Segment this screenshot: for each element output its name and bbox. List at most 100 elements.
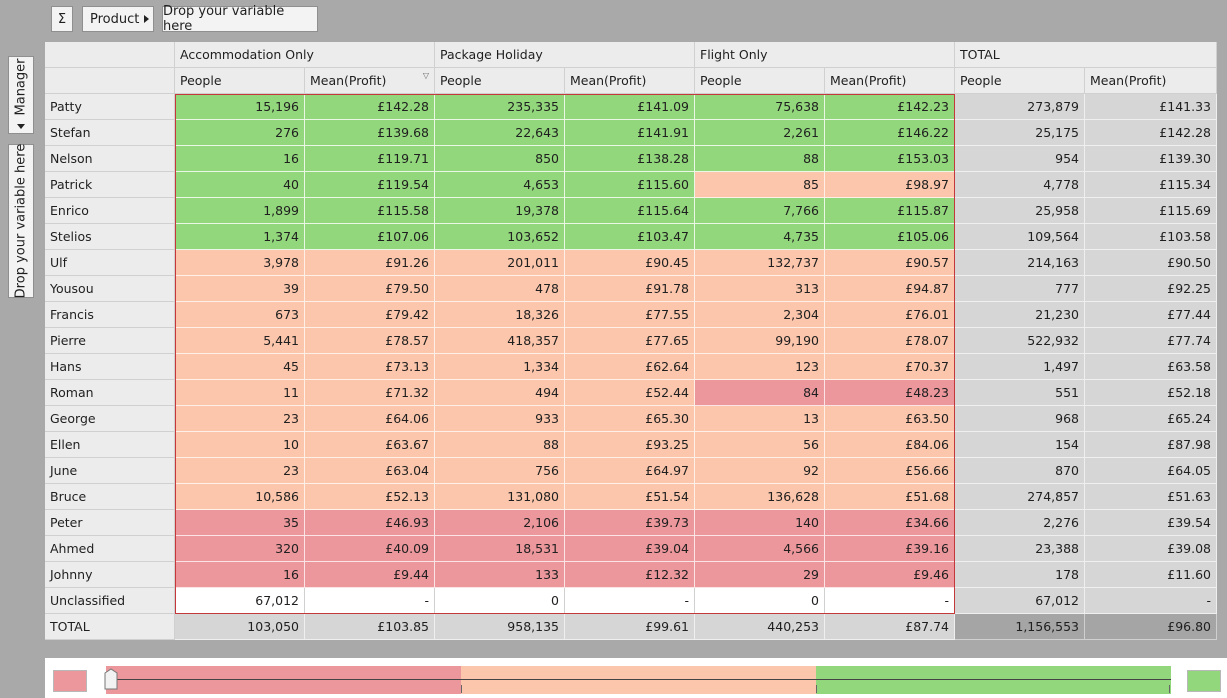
sort-icon[interactable]: ▽ <box>422 71 429 80</box>
row-header[interactable]: Nelson <box>45 146 175 172</box>
data-cell: 1,374 <box>175 224 305 250</box>
column-drop-zone[interactable]: Drop your variable here <box>162 4 318 34</box>
data-cell: 18,326 <box>435 302 565 328</box>
data-cell: £62.64 <box>565 354 695 380</box>
data-cell: £39.54 <box>1085 510 1217 536</box>
row-header[interactable]: Francis <box>45 302 175 328</box>
row-header[interactable]: Ulf <box>45 250 175 276</box>
row-header[interactable]: Ellen <box>45 432 175 458</box>
row-header[interactable]: Pierre <box>45 328 175 354</box>
data-cell: £64.05 <box>1085 458 1217 484</box>
data-cell: 40 <box>175 172 305 198</box>
row-header[interactable]: Stelios <box>45 224 175 250</box>
data-cell: £63.58 <box>1085 354 1217 380</box>
data-cell: £141.33 <box>1085 94 1217 120</box>
data-cell: 274,857 <box>955 484 1085 510</box>
data-cell: £115.64 <box>565 198 695 224</box>
data-cell: 136,628 <box>695 484 825 510</box>
data-cell: 968 <box>955 406 1085 432</box>
row-header[interactable]: Patty <box>45 94 175 120</box>
data-cell: £79.50 <box>305 276 435 302</box>
mean-profit-column-header[interactable]: Mean(Profit) <box>565 68 695 94</box>
data-cell: - <box>565 588 695 614</box>
data-cell: 5,441 <box>175 328 305 354</box>
row-header[interactable]: Yousou <box>45 276 175 302</box>
data-cell: £52.18 <box>1085 380 1217 406</box>
mean-profit-column-header[interactable]: Mean(Profit) <box>825 68 955 94</box>
row-drop-zone[interactable]: Drop your variable here <box>8 144 34 298</box>
data-cell: £96.80 <box>1085 614 1217 640</box>
mid-range-segment <box>461 666 816 694</box>
column-group-header[interactable]: Package Holiday <box>435 42 695 68</box>
manager-variable-button[interactable]: Manager <box>8 56 34 134</box>
row-header[interactable]: George <box>45 406 175 432</box>
slider-tick <box>1169 685 1170 693</box>
data-cell: 103,652 <box>435 224 565 250</box>
data-cell: £78.07 <box>825 328 955 354</box>
row-header[interactable]: Peter <box>45 510 175 536</box>
low-color-swatch[interactable] <box>53 670 87 692</box>
data-cell: £63.67 <box>305 432 435 458</box>
data-cell: 23,388 <box>955 536 1085 562</box>
people-column-header[interactable]: People <box>435 68 565 94</box>
data-cell: £12.32 <box>565 562 695 588</box>
data-cell: 2,261 <box>695 120 825 146</box>
data-cell: 67,012 <box>955 588 1085 614</box>
data-cell: £11.60 <box>1085 562 1217 588</box>
row-header[interactable]: Johnny <box>45 562 175 588</box>
row-header[interactable]: Hans <box>45 354 175 380</box>
mean-profit-column-header[interactable]: Mean(Profit) <box>1085 68 1217 94</box>
row-header[interactable]: Unclassified <box>45 588 175 614</box>
row-header[interactable]: June <box>45 458 175 484</box>
mean-profit-column-header[interactable]: Mean(Profit) ▽ <box>305 68 435 94</box>
slider-tick <box>461 685 462 693</box>
row-header[interactable]: Stefan <box>45 120 175 146</box>
people-column-header[interactable]: People <box>955 68 1085 94</box>
data-cell: 320 <box>175 536 305 562</box>
color-scale-legend <box>45 658 1227 698</box>
people-column-header[interactable]: People <box>695 68 825 94</box>
data-cell: £105.06 <box>825 224 955 250</box>
data-cell: £115.58 <box>305 198 435 224</box>
sigma-button[interactable]: Σ <box>51 6 73 32</box>
data-cell: £91.26 <box>305 250 435 276</box>
data-cell: £40.09 <box>305 536 435 562</box>
data-cell: £84.06 <box>825 432 955 458</box>
product-variable-button[interactable]: Product <box>82 6 154 32</box>
data-cell: 11 <box>175 380 305 406</box>
column-group-header[interactable]: Flight Only <box>695 42 955 68</box>
high-color-swatch[interactable] <box>1187 670 1221 692</box>
data-cell: 16 <box>175 146 305 172</box>
data-cell: 23 <box>175 458 305 484</box>
row-header[interactable]: Patrick <box>45 172 175 198</box>
data-cell: £48.23 <box>825 380 955 406</box>
data-cell: £77.44 <box>1085 302 1217 328</box>
data-cell: £52.44 <box>565 380 695 406</box>
data-cell: £65.30 <box>565 406 695 432</box>
data-cell: £73.13 <box>305 354 435 380</box>
data-cell: £115.87 <box>825 198 955 224</box>
slider-tick <box>816 685 817 693</box>
row-header[interactable]: Enrico <box>45 198 175 224</box>
data-cell: 109,564 <box>955 224 1085 250</box>
data-cell: 56 <box>695 432 825 458</box>
product-label: Product <box>90 11 140 27</box>
data-cell: 16 <box>175 562 305 588</box>
data-cell: £94.87 <box>825 276 955 302</box>
data-cell: 4,653 <box>435 172 565 198</box>
row-header[interactable]: Roman <box>45 380 175 406</box>
slider-handle[interactable] <box>104 668 118 690</box>
data-cell: 99,190 <box>695 328 825 354</box>
data-cell: 25,958 <box>955 198 1085 224</box>
column-group-header[interactable]: TOTAL <box>955 42 1217 68</box>
row-header[interactable]: Ahmed <box>45 536 175 562</box>
people-column-header[interactable]: People <box>175 68 305 94</box>
data-cell: 23 <box>175 406 305 432</box>
column-group-header[interactable]: Accommodation Only <box>175 42 435 68</box>
row-header[interactable]: Bruce <box>45 484 175 510</box>
grand-total-row-header[interactable]: TOTAL <box>45 614 175 640</box>
data-cell: 551 <box>955 380 1085 406</box>
data-cell: 7,766 <box>695 198 825 224</box>
data-cell: £51.68 <box>825 484 955 510</box>
data-cell: - <box>1085 588 1217 614</box>
